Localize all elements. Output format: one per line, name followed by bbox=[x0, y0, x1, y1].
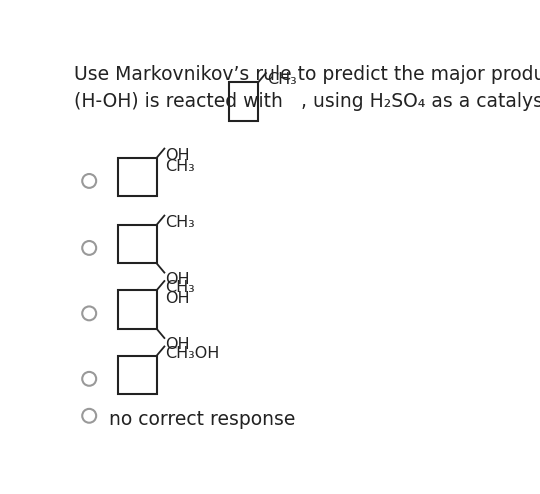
Text: no correct response: no correct response bbox=[109, 410, 295, 429]
Bar bbox=[118, 225, 157, 263]
Text: CH₃: CH₃ bbox=[267, 72, 296, 87]
Text: OH: OH bbox=[165, 337, 190, 352]
Bar bbox=[229, 82, 258, 121]
Bar bbox=[118, 356, 157, 394]
Text: CH₃: CH₃ bbox=[165, 280, 195, 295]
Text: (H-OH) is reacted with: (H-OH) is reacted with bbox=[73, 91, 282, 111]
Text: CH₃OH: CH₃OH bbox=[165, 346, 220, 361]
Text: OH: OH bbox=[165, 291, 190, 306]
Text: Use Markovnikov’s rule to predict the major product when water: Use Markovnikov’s rule to predict the ma… bbox=[73, 65, 540, 84]
Bar bbox=[118, 158, 157, 196]
Text: OH: OH bbox=[165, 272, 190, 287]
Text: OH: OH bbox=[165, 148, 190, 163]
Text: , using H₂SO₄ as a catalyst.: , using H₂SO₄ as a catalyst. bbox=[301, 91, 540, 111]
Text: CH₃: CH₃ bbox=[165, 159, 195, 173]
Bar bbox=[118, 290, 157, 329]
Text: CH₃: CH₃ bbox=[165, 215, 195, 230]
